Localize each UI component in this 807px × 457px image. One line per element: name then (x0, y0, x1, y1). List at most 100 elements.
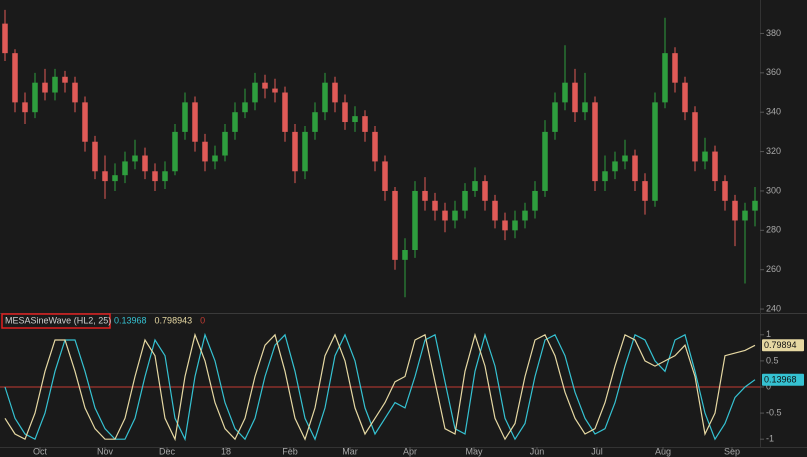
study-value: 0.13968 (114, 315, 147, 325)
candle-body (392, 190, 398, 260)
x-tick-label: Jun (530, 446, 545, 456)
candle-body (252, 82, 258, 103)
x-tick-label: Aug (655, 446, 671, 456)
y-tick-label: 240 (766, 303, 781, 313)
candle-body (402, 250, 408, 260)
study-value: 0.798943 (155, 315, 193, 325)
candle-body (32, 82, 38, 113)
candle-body (282, 92, 288, 132)
candle-body (82, 102, 88, 142)
x-tick-label: Feb (282, 446, 298, 456)
x-tick-label: May (465, 446, 483, 456)
candle-body (672, 53, 678, 83)
value-tag-label: 0.79894 (764, 340, 797, 350)
x-tick-label: Nov (97, 446, 114, 456)
y-tick-label: 280 (766, 225, 781, 235)
candle-body (12, 53, 18, 103)
candle-body (152, 171, 158, 182)
candle-body (542, 131, 548, 191)
candle-body (332, 82, 338, 103)
candle-body (532, 190, 538, 211)
candle-body (472, 181, 478, 191)
candle-body (592, 102, 598, 182)
candle-body (452, 210, 458, 221)
candle-body (42, 82, 48, 93)
candle-body (632, 155, 638, 182)
zero-value: 0 (200, 315, 205, 325)
candle-body (642, 181, 648, 201)
candle-body (622, 155, 628, 162)
candle-body (662, 53, 668, 103)
candle-body (552, 102, 558, 132)
y-tick-label: -0.5 (766, 407, 782, 417)
y-tick-label: 1 (766, 329, 771, 339)
value-tag (762, 339, 804, 352)
candle-body (302, 131, 308, 172)
candle-body (62, 76, 68, 83)
candle-body (612, 161, 618, 172)
candle-body (102, 171, 108, 182)
candle-body (272, 88, 278, 93)
y-tick-label: 360 (766, 67, 781, 77)
candle-body (132, 155, 138, 162)
candle-body (742, 210, 748, 221)
y-tick-label: 380 (766, 28, 781, 38)
candle-body (162, 171, 168, 182)
x-tick-label: Jul (591, 446, 603, 456)
x-tick-label: Dec (159, 446, 176, 456)
sine-line (4, 332, 756, 442)
candle-body (372, 131, 378, 162)
candle-body (522, 210, 528, 221)
candle-body (122, 161, 128, 176)
candle-body (432, 200, 438, 211)
candle-body (582, 102, 588, 113)
candle-body (212, 155, 218, 162)
candle-body (202, 141, 208, 162)
candle-body (352, 116, 358, 123)
candle-body (732, 200, 738, 221)
x-tick-label: Sep (724, 446, 740, 456)
y-tick-label: 0 (766, 381, 771, 391)
y-tick-label: 320 (766, 146, 781, 156)
candle-body (482, 181, 488, 201)
value-tag (762, 373, 804, 386)
candle-body (192, 102, 198, 142)
candle-body (382, 161, 388, 191)
candle-body (722, 181, 728, 201)
candle-body (492, 200, 498, 221)
y-tick-label: 0.5 (766, 355, 779, 365)
candle-body (342, 102, 348, 123)
candle-body (292, 131, 298, 172)
candle-body (682, 82, 688, 113)
y-tick-label: 260 (766, 264, 781, 274)
x-tick-label: 18 (221, 446, 231, 456)
candle-body (52, 76, 58, 93)
candle-body (2, 23, 8, 54)
x-tick-label: Mar (342, 446, 358, 456)
study-title: MESASineWave (HL2, 25) (5, 315, 111, 325)
y-tick-label: 300 (766, 185, 781, 195)
candle-body (712, 151, 718, 182)
candle-body (652, 102, 658, 201)
candle-body (702, 151, 708, 162)
study-title-box (1, 313, 111, 329)
candle-body (362, 116, 368, 132)
candle-body (222, 131, 228, 156)
candle-body (572, 82, 578, 113)
y-tick-label: 340 (766, 107, 781, 117)
x-tick-label: Oct (33, 446, 48, 456)
candle-body (232, 112, 238, 132)
candle-body (602, 171, 608, 182)
candle-body (692, 112, 698, 162)
value-tag-label: 0.13968 (764, 375, 797, 385)
candle-body (312, 112, 318, 132)
candle-body (72, 82, 78, 103)
candle-body (562, 82, 568, 103)
candle-body (502, 220, 508, 231)
x-tick-label: Apr (403, 446, 417, 456)
candle-body (512, 220, 518, 231)
candle-body (752, 200, 758, 211)
